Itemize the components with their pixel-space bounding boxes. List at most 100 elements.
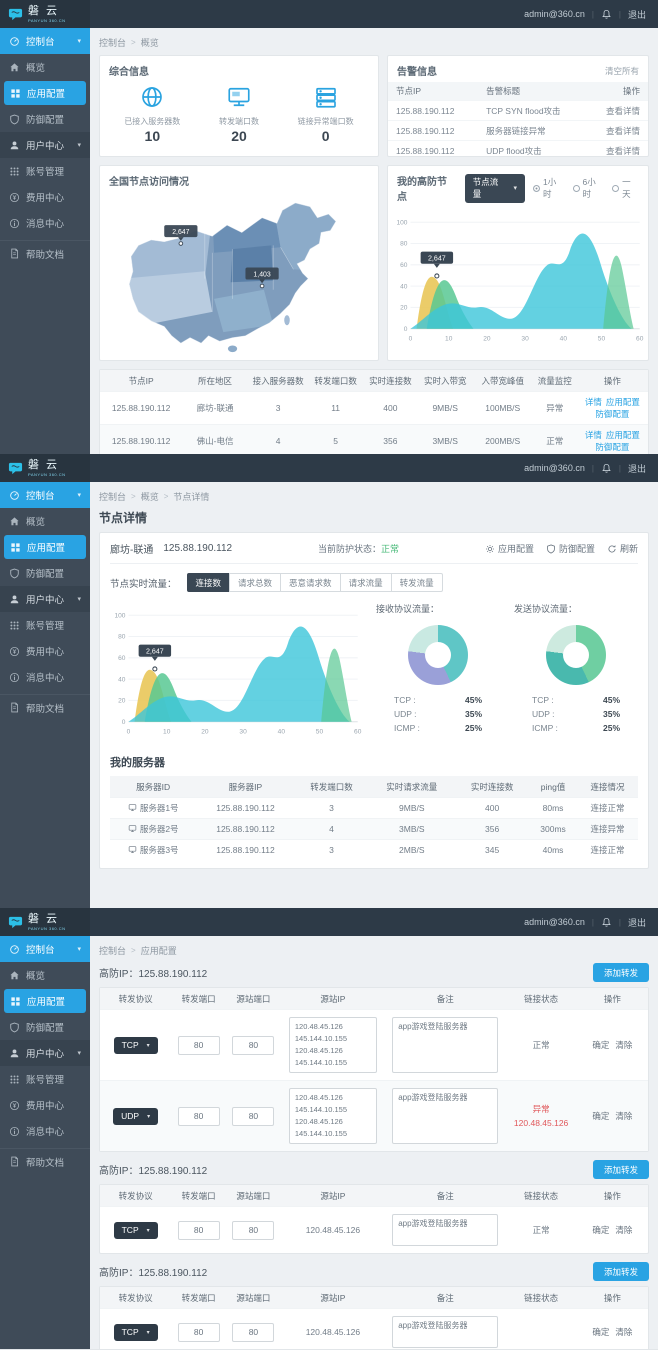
sidebar-section-console[interactable]: 控制台 ▾ <box>0 936 90 962</box>
china-map[interactable]: 2,647 1,403 <box>123 190 355 358</box>
map-marker[interactable]: 1,403 <box>245 267 279 289</box>
logout-link[interactable]: 退出 <box>627 463 646 474</box>
forward-port-input[interactable] <box>177 1106 220 1126</box>
user-email[interactable]: admin@360.cn <box>524 917 585 927</box>
sidebar-item-account[interactable]: 账号管理 <box>0 158 90 184</box>
protocol-select[interactable]: TCP ▾ <box>113 1323 158 1341</box>
sidebar-item-overview[interactable]: 概览 <box>0 54 90 80</box>
protocol-select[interactable]: TCP ▾ <box>113 1036 158 1054</box>
sidebar-item-help[interactable]: 帮助文档 <box>0 1148 90 1174</box>
sidebar-item-billing[interactable]: 费用中心 <box>0 1092 90 1118</box>
tab-malicious-requests[interactable]: 恶意请求数 <box>280 573 341 592</box>
tab-connections[interactable]: 连接数 <box>186 573 231 592</box>
sidebar-item-overview[interactable]: 概览 <box>0 962 90 988</box>
sidebar-item-help[interactable]: 帮助文档 <box>0 240 90 266</box>
sidebar-item-app-config[interactable]: 应用配置 <box>4 535 86 559</box>
confirm-link[interactable]: 确定 <box>592 1225 610 1235</box>
add-forward-button[interactable]: 添加转发 <box>592 963 649 982</box>
protocol-select[interactable]: UDP ▾ <box>113 1107 159 1125</box>
sidebar-item-app-config[interactable]: 应用配置 <box>4 81 86 105</box>
notification-icon[interactable] <box>601 917 612 928</box>
sidebar-section-console[interactable]: 控制台 ▾ <box>0 28 90 54</box>
tab-forward-traffic[interactable]: 转发流量 <box>390 573 443 592</box>
app-config-link[interactable]: 应用配置 <box>605 397 640 407</box>
source-port-input[interactable] <box>232 1035 275 1055</box>
source-ip-textarea[interactable]: 120.48.45.126 145.144.10.155 120.48.45.1… <box>288 1088 377 1144</box>
range-option-6h[interactable]: 6小时 <box>572 176 605 200</box>
sidebar-item-account[interactable]: 账号管理 <box>0 1066 90 1092</box>
forward-port-input[interactable] <box>177 1220 220 1240</box>
note-textarea[interactable]: app游戏登陆服务器 <box>392 1088 499 1144</box>
clear-link[interactable]: 清除 <box>615 1327 633 1337</box>
sidebar-item-app-config[interactable]: 应用配置 <box>4 989 86 1013</box>
defense-config-link[interactable]: 防御配置 <box>595 409 630 419</box>
defense-config-link[interactable]: 防御配置 <box>595 442 630 452</box>
node-traffic-chart[interactable] <box>110 600 362 742</box>
range-option-1d[interactable]: 一天 <box>612 176 639 200</box>
node-traffic-area-chart[interactable] <box>392 207 644 349</box>
sidebar-section-user-center[interactable]: 用户中心 ▾ <box>0 586 90 612</box>
range-option-1h[interactable]: 1小时 <box>533 176 565 200</box>
logo[interactable]: 磐 云 PANYUN 360.CN <box>0 908 90 936</box>
notification-icon[interactable] <box>601 463 612 474</box>
defense-config-button[interactable]: 防御配置 <box>546 542 595 555</box>
logo[interactable]: 磐 云 PANYUN 360.CN <box>0 454 90 482</box>
logo[interactable]: 磐 云 PANYUN 360.CN <box>0 0 90 28</box>
breadcrumb-item[interactable]: 控制台 <box>99 492 127 502</box>
sidebar-item-defense-config[interactable]: 防御配置 <box>0 1014 90 1040</box>
breadcrumb-item[interactable]: 控制台 <box>99 946 127 956</box>
add-forward-button[interactable]: 添加转发 <box>592 1160 649 1179</box>
source-port-input[interactable] <box>232 1220 275 1240</box>
sidebar-section-user-center[interactable]: 用户中心 ▾ <box>0 1040 90 1066</box>
app-config-link[interactable]: 应用配置 <box>605 430 640 440</box>
sidebar-item-defense-config[interactable]: 防御配置 <box>0 106 90 132</box>
sidebar-item-billing[interactable]: 费用中心 <box>0 184 90 210</box>
view-details-link[interactable]: 查看详情 <box>587 100 648 121</box>
confirm-link[interactable]: 确定 <box>592 1111 610 1121</box>
sidebar-section-user-center[interactable]: 用户中心 ▾ <box>0 132 90 158</box>
breadcrumb-item[interactable]: 概览 <box>140 492 159 502</box>
sidebar-item-overview[interactable]: 概览 <box>0 508 90 534</box>
view-details-link[interactable]: 查看详情 <box>587 120 648 141</box>
clear-link[interactable]: 清除 <box>615 1111 633 1121</box>
source-port-input[interactable] <box>232 1106 275 1126</box>
note-textarea[interactable]: app游戏登陆服务器 <box>392 1214 499 1246</box>
tab-total-requests[interactable]: 请求总数 <box>229 573 282 592</box>
user-email[interactable]: admin@360.cn <box>524 463 585 473</box>
forward-port-input[interactable] <box>177 1035 220 1055</box>
notification-icon[interactable] <box>601 9 612 20</box>
logout-link[interactable]: 退出 <box>627 917 646 928</box>
sidebar-item-billing[interactable]: 费用中心 <box>0 638 90 664</box>
sidebar-item-messages[interactable]: 消息中心 <box>0 210 90 236</box>
breadcrumb-item[interactable]: 控制台 <box>99 38 127 48</box>
metric-select[interactable]: 节点流量 ▾ <box>464 173 526 203</box>
clear-all-link[interactable]: 清空所有 <box>604 65 639 76</box>
source-ip-textarea[interactable]: 120.48.45.126 145.144.10.155 120.48.45.1… <box>288 1017 377 1073</box>
sidebar-item-help[interactable]: 帮助文档 <box>0 694 90 720</box>
map-marker[interactable]: 2,647 <box>164 225 198 246</box>
view-details-link[interactable]: 查看详情 <box>587 140 648 160</box>
cell: 4 <box>294 818 369 840</box>
protocol-select[interactable]: TCP ▾ <box>113 1221 158 1239</box>
source-port-input[interactable] <box>232 1322 275 1342</box>
details-link[interactable]: 详情 <box>584 397 602 407</box>
sidebar-item-messages[interactable]: 消息中心 <box>0 1118 90 1144</box>
sidebar-item-account[interactable]: 账号管理 <box>0 612 90 638</box>
logout-link[interactable]: 退出 <box>627 9 646 20</box>
confirm-link[interactable]: 确定 <box>592 1040 610 1050</box>
clear-link[interactable]: 清除 <box>615 1040 633 1050</box>
refresh-button[interactable]: 刷新 <box>607 542 638 555</box>
tab-request-traffic[interactable]: 请求流量 <box>339 573 392 592</box>
clear-link[interactable]: 清除 <box>615 1225 633 1235</box>
user-email[interactable]: admin@360.cn <box>524 9 585 19</box>
note-textarea[interactable]: app游戏登陆服务器 <box>392 1316 499 1348</box>
sidebar-item-messages[interactable]: 消息中心 <box>0 664 90 690</box>
details-link[interactable]: 详情 <box>584 430 602 440</box>
app-config-button[interactable]: 应用配置 <box>485 542 534 555</box>
forward-port-input[interactable] <box>177 1322 220 1342</box>
note-textarea[interactable]: app游戏登陆服务器 <box>392 1017 499 1073</box>
sidebar-item-defense-config[interactable]: 防御配置 <box>0 560 90 586</box>
confirm-link[interactable]: 确定 <box>592 1327 610 1337</box>
add-forward-button[interactable]: 添加转发 <box>592 1262 649 1281</box>
sidebar-section-console[interactable]: 控制台 ▾ <box>0 482 90 508</box>
